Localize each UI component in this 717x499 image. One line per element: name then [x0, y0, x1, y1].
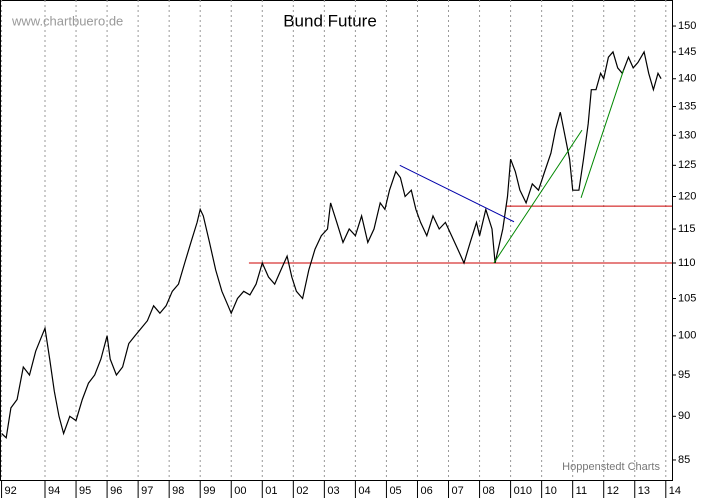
y-tick-label: 115: [678, 223, 696, 235]
y-tick-label: 85: [678, 454, 690, 466]
x-tick-label: 98: [172, 485, 184, 497]
x-tick-label: 03: [327, 485, 339, 497]
x-tick-label: 92: [5, 485, 17, 497]
x-tick-label: 11: [576, 485, 587, 497]
x-tick-label: 97: [141, 485, 153, 497]
y-tick-label: 95: [678, 369, 690, 381]
y-tick-label: 135: [678, 100, 696, 112]
x-tick-label: 08: [483, 485, 495, 497]
credit: Hoppenstedt Charts: [562, 461, 660, 473]
y-tick-label: 120: [678, 190, 696, 202]
source: www.chartbuero.de: [11, 13, 123, 28]
x-tick-label: 99: [203, 485, 215, 497]
x-tick-label: 96: [110, 485, 122, 497]
x-tick-label: 06: [420, 485, 432, 497]
x-tick-label: 05: [389, 485, 401, 497]
plot-frame: [0, 0, 673, 481]
y-tick-label: 125: [678, 159, 696, 171]
x-tick-label: 01: [265, 485, 277, 497]
x-tick-label: 00: [234, 485, 246, 497]
x-tick-label: 12: [607, 485, 619, 497]
x-tick-label: 14: [669, 485, 681, 497]
x-tick-label: 94: [48, 485, 60, 497]
trend-line: [580, 69, 625, 198]
y-tick-label: 100: [678, 330, 696, 342]
y-tick-label: 150: [678, 20, 696, 32]
y-tick-label: 130: [678, 129, 696, 141]
x-tick-label: 010: [514, 485, 532, 497]
x-tick-label: 04: [358, 485, 370, 497]
x-tick-label: 02: [296, 485, 308, 497]
y-tick-label: 90: [678, 410, 690, 422]
trend-line: [399, 164, 515, 223]
chart-title: Bund Future: [283, 11, 377, 30]
x-tick-label: 13: [638, 485, 650, 497]
x-tick-label: 10: [545, 485, 557, 497]
x-tick-label: 07: [452, 485, 464, 497]
x-tick-label: 95: [79, 485, 91, 497]
y-tick-label: 145: [678, 46, 696, 58]
y-tick-label: 105: [678, 292, 696, 304]
y-tick-label: 140: [678, 73, 696, 85]
y-tick-label: 110: [678, 257, 696, 269]
trend-line: [493, 129, 583, 264]
